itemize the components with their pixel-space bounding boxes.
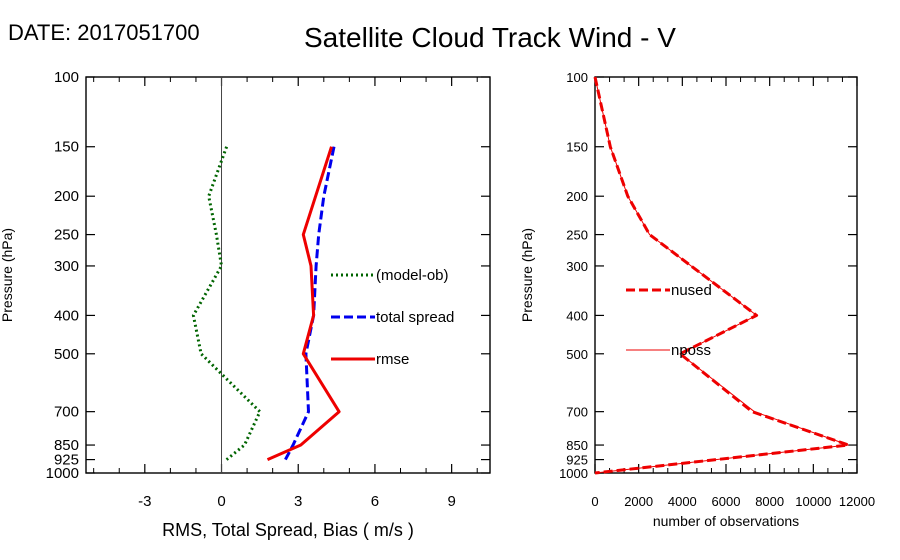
panel1-x-axis-label: RMS, Total Spread, Bias ( m/s ) xyxy=(162,520,414,540)
panel2-y-axis-label: Pressure (hPa) xyxy=(519,228,535,322)
panel2-ytick-label: 300 xyxy=(566,259,588,274)
panel2-xtick-label: 4000 xyxy=(668,494,697,509)
date-label: DATE: 2017051700 xyxy=(8,20,200,45)
panel1-series-line-rmse xyxy=(266,146,341,461)
panel2-xtick-label: 10000 xyxy=(795,494,831,509)
panel1-ytick-label: 500 xyxy=(54,346,79,363)
panel1-legend-label: total spread xyxy=(376,309,454,326)
panel1-ytick-label: 700 xyxy=(54,404,79,421)
panel1-series-line-model-ob xyxy=(191,146,262,461)
panel2-xtick-label: 0 xyxy=(591,494,598,509)
panel2-x-axis-label: number of observations xyxy=(653,513,799,529)
panel2-legend-label: nused xyxy=(671,282,712,299)
panel2-ytick-label: 250 xyxy=(566,228,588,243)
panel1-ytick-label: 250 xyxy=(54,227,79,244)
chart-title: Satellite Cloud Track Wind - V xyxy=(304,22,676,53)
panel2-ytick-label: 1000 xyxy=(559,466,588,481)
panel1-ytick-label: 850 xyxy=(54,437,79,454)
panel1-ytick-label: 400 xyxy=(54,307,79,324)
panel1-xtick-label: 3 xyxy=(294,493,302,510)
panel1-xtick-label: 6 xyxy=(371,493,379,510)
panel1-ytick-label: 200 xyxy=(54,188,79,205)
panel2-ytick-label: 500 xyxy=(566,347,588,362)
panel2-ytick-label: 700 xyxy=(566,405,588,420)
panel2-legend-label: nposs xyxy=(671,342,711,359)
panel2-xtick-label: 6000 xyxy=(712,494,741,509)
panel2-xtick-label: 2000 xyxy=(624,494,653,509)
panel1-ytick-label: 300 xyxy=(54,258,79,275)
panel2-series-line-nused xyxy=(593,76,850,475)
panel1-xtick-label: 0 xyxy=(217,493,225,510)
panel1-xtick-label: -3 xyxy=(138,493,151,510)
panel1-y-axis-label: Pressure (hPa) xyxy=(0,228,15,322)
panel2-xtick-label: 8000 xyxy=(755,494,784,509)
panel2-ytick-label: 850 xyxy=(566,438,588,453)
panel1-ytick-label: 1000 xyxy=(46,465,79,482)
panel2-ytick-label: 925 xyxy=(566,453,588,468)
panel2-ytick-label: 150 xyxy=(566,140,588,155)
panel2-plot-frame xyxy=(594,76,858,474)
panel1-xtick-label: 9 xyxy=(447,493,455,510)
panel2-ytick-label: 400 xyxy=(566,308,588,323)
panel2-series-line-nposs xyxy=(594,76,849,474)
panel2-ytick-label: 200 xyxy=(566,189,588,204)
panel1-series-line-total-spread xyxy=(284,146,336,461)
panel1-ytick-label: 925 xyxy=(54,452,79,469)
panel2-ytick-label: 100 xyxy=(566,70,588,85)
panel1-ytick-label: 100 xyxy=(54,69,79,86)
panel2-xtick-label: 12000 xyxy=(839,494,875,509)
panel1-legend-label: rmse xyxy=(376,351,409,368)
panel1-ytick-label: 150 xyxy=(54,139,79,156)
panel1-plot-frame xyxy=(85,76,491,474)
panel1-legend-label: (model-ob) xyxy=(376,267,449,284)
